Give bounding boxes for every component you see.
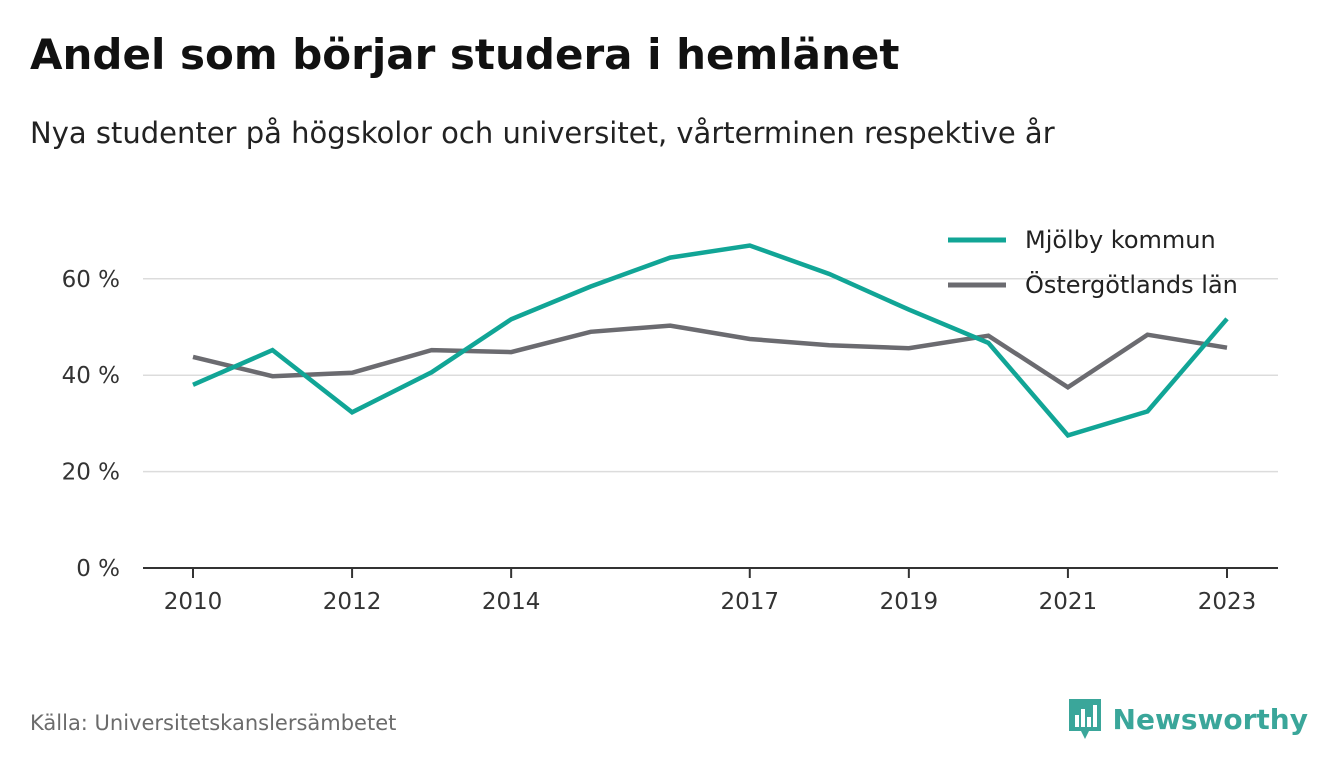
- legend-label: Mjölby kommun: [1025, 226, 1216, 254]
- chart-title: Andel som börjar studera i hemlänet: [30, 30, 900, 79]
- x-tick-label: 2014: [482, 589, 541, 615]
- legend: Mjölby kommun Östergötlands län: [948, 226, 1238, 299]
- x-tick-label: 2010: [164, 589, 223, 615]
- brand-name: Newsworthy: [1112, 702, 1308, 736]
- y-tick-label: 40 %: [62, 363, 120, 389]
- x-tick-label: 2019: [880, 589, 939, 615]
- line-chart: 0 % 20 % 40 % 60 % 2010 2012 2014 2017 2019 2021 2…: [62, 226, 1278, 615]
- axes: 0 % 20 % 40 % 60 % 2010 2012 2014 2017 2019 2021 2…: [62, 267, 1278, 615]
- series-lines: [192, 243, 1229, 438]
- y-tick-label: 0 %: [76, 556, 120, 582]
- brand-logo: Newsworthy: [1067, 697, 1308, 741]
- chart-subtitle: Nya studenter på högskolor och universit…: [30, 116, 1055, 150]
- newsworthy-chart-icon: [1068, 699, 1101, 739]
- x-tick-label: 2023: [1198, 589, 1257, 615]
- series-line-ostergotland: [192, 323, 1228, 390]
- y-tick-label: 60 %: [62, 267, 120, 293]
- source-note: Källa: Universitetskanslersämbetet: [30, 711, 397, 735]
- x-tick-label: 2012: [323, 589, 382, 615]
- x-tick-label: 2017: [720, 589, 779, 615]
- series-line-mjolby: [192, 243, 1229, 438]
- x-tick-label: 2021: [1039, 589, 1098, 615]
- legend-label: Östergötlands län: [1025, 270, 1238, 299]
- y-tick-label: 20 %: [62, 460, 120, 486]
